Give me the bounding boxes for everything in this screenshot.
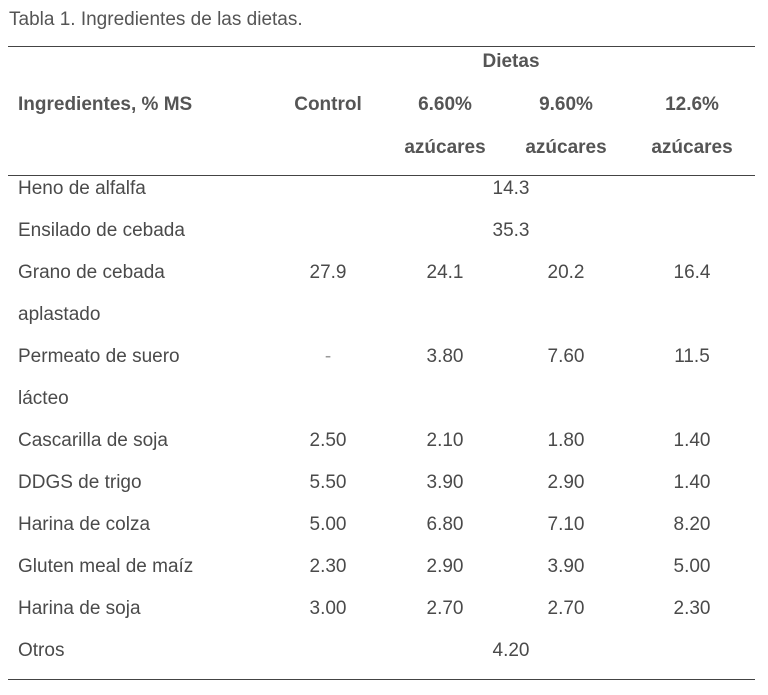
row-control-value: - bbox=[324, 346, 332, 367]
row-shared-value: 14.3 bbox=[492, 178, 530, 199]
row-control-value: 27.9 bbox=[309, 262, 347, 283]
row-diet1-value: 6.80 bbox=[426, 514, 464, 535]
header-diet3-line1: 12.6% bbox=[665, 94, 719, 115]
table-top-rule bbox=[8, 46, 755, 47]
header-diet1-line1: 6.60% bbox=[418, 94, 472, 115]
row-ingredient-name: Grano de cebada bbox=[18, 262, 165, 283]
row-ingredient-name: Heno de alfalfa bbox=[18, 178, 146, 199]
row-diet1-value: 2.10 bbox=[426, 430, 464, 451]
row-control-value: 3.00 bbox=[309, 598, 347, 619]
row-diet1-value: 24.1 bbox=[426, 262, 464, 283]
header-diet2-line1: 9.60% bbox=[539, 94, 593, 115]
row-control-value: 5.50 bbox=[309, 472, 347, 493]
row-ingredient-name: Harina de soja bbox=[18, 598, 141, 619]
row-shared-value: 4.20 bbox=[492, 640, 530, 661]
row-control-value: 5.00 bbox=[309, 514, 347, 535]
row-ingredient-name: Permeato de suero bbox=[18, 346, 180, 367]
row-ingredient-name: DDGS de trigo bbox=[18, 472, 142, 493]
row-ingredient-name-cont: lácteo bbox=[18, 388, 69, 409]
row-diet3-value: 11.5 bbox=[674, 346, 710, 367]
row-diet2-value: 3.90 bbox=[547, 556, 585, 577]
header-diet1-line2: azúcares bbox=[404, 137, 486, 158]
header-diet3-line2: azúcares bbox=[651, 137, 733, 158]
header-control: Control bbox=[294, 94, 362, 115]
row-control-value: 2.30 bbox=[309, 556, 347, 577]
row-diet2-value: 7.60 bbox=[547, 346, 585, 367]
row-diet1-value: 3.80 bbox=[426, 346, 464, 367]
row-diet3-value: 1.40 bbox=[673, 430, 711, 451]
table-bottom-rule bbox=[8, 679, 755, 680]
row-ingredient-name-cont: aplastado bbox=[18, 304, 101, 325]
row-ingredient-name: Cascarilla de soja bbox=[18, 430, 168, 451]
row-diet2-value: 2.90 bbox=[547, 472, 585, 493]
row-diet3-value: 1.40 bbox=[673, 472, 711, 493]
row-shared-value: 35.3 bbox=[492, 220, 530, 241]
row-diet3-value: 2.30 bbox=[673, 598, 711, 619]
row-diet3-value: 5.00 bbox=[673, 556, 711, 577]
header-ingredients: Ingredientes, % MS bbox=[18, 94, 193, 115]
header-diets-group: Dietas bbox=[482, 51, 540, 72]
row-control-value: 2.50 bbox=[309, 430, 347, 451]
row-ingredient-name: Ensilado de cebada bbox=[18, 220, 185, 241]
row-diet3-value: 16.4 bbox=[673, 262, 711, 283]
row-diet1-value: 2.70 bbox=[426, 598, 464, 619]
row-ingredient-name: Harina de colza bbox=[18, 514, 151, 535]
row-diet3-value: 8.20 bbox=[673, 514, 711, 535]
row-diet2-value: 1.80 bbox=[547, 430, 585, 451]
row-ingredient-name: Otros bbox=[18, 640, 65, 661]
row-diet2-value: 2.70 bbox=[547, 598, 585, 619]
table-caption: Tabla 1. Ingredientes de las dietas. bbox=[9, 9, 303, 30]
row-diet2-value: 7.10 bbox=[547, 514, 585, 535]
header-diet2-line2: azúcares bbox=[525, 137, 607, 158]
row-diet1-value: 2.90 bbox=[426, 556, 464, 577]
row-ingredient-name: Gluten meal de maíz bbox=[18, 556, 194, 577]
header-bottom-rule bbox=[8, 175, 755, 176]
row-diet1-value: 3.90 bbox=[426, 472, 464, 493]
row-diet2-value: 20.2 bbox=[547, 262, 585, 283]
